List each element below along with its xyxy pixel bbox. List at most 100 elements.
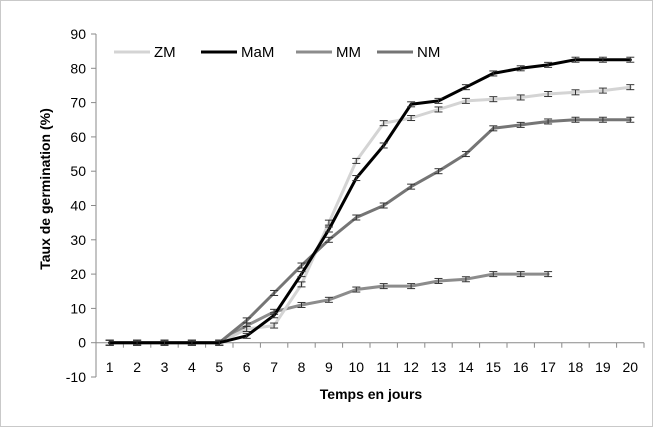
x-tick-label: 19 bbox=[595, 359, 611, 375]
data-point-mam bbox=[352, 175, 361, 182]
data-point-mam bbox=[379, 142, 388, 149]
legend-label: MM bbox=[336, 44, 361, 61]
data-point-mm bbox=[297, 301, 306, 308]
x-tick-label: 14 bbox=[458, 359, 474, 375]
data-point-zm bbox=[242, 325, 251, 332]
x-tick-label: 7 bbox=[270, 359, 278, 375]
data-point-nm bbox=[626, 116, 635, 123]
series-line-mm bbox=[108, 272, 550, 345]
series-nm bbox=[105, 116, 635, 346]
x-tick-label: 16 bbox=[513, 359, 529, 375]
x-tick-label: 20 bbox=[623, 359, 639, 375]
data-point-nm bbox=[544, 118, 553, 125]
data-point-zm bbox=[516, 94, 525, 101]
data-point-mm bbox=[544, 271, 553, 278]
data-point-zm bbox=[626, 84, 635, 91]
data-point-nm bbox=[270, 289, 279, 296]
data-point-mam bbox=[626, 56, 635, 63]
y-tick-label: 50 bbox=[70, 163, 86, 179]
data-point-mm bbox=[434, 277, 443, 284]
data-point-mam bbox=[461, 84, 470, 91]
x-tick-label: 1 bbox=[106, 359, 114, 375]
data-point-nm bbox=[461, 151, 470, 158]
x-tick-label: 2 bbox=[133, 359, 141, 375]
data-point-mm bbox=[324, 296, 333, 303]
data-point-zm bbox=[270, 322, 279, 329]
data-point-mam bbox=[187, 339, 196, 346]
data-point-mm bbox=[461, 276, 470, 283]
data-point-nm bbox=[352, 214, 361, 221]
data-point-zm bbox=[407, 115, 416, 122]
data-point-mam bbox=[133, 339, 142, 346]
data-point-mm bbox=[407, 283, 416, 290]
legend-item-mm: MM bbox=[296, 44, 361, 61]
legend-label: NM bbox=[417, 44, 440, 61]
y-tick-label: 40 bbox=[70, 198, 86, 214]
data-point-mam bbox=[571, 56, 580, 63]
data-point-nm bbox=[434, 168, 443, 175]
legend-item-zm: ZM bbox=[114, 44, 176, 61]
data-point-nm bbox=[324, 236, 333, 243]
data-point-mm bbox=[516, 271, 525, 278]
data-point-zm bbox=[352, 157, 361, 164]
y-tick-label: 10 bbox=[70, 300, 86, 316]
x-tick-label: 4 bbox=[188, 359, 196, 375]
data-point-zm bbox=[297, 281, 306, 288]
data-point-mam bbox=[434, 97, 443, 104]
data-point-nm bbox=[379, 202, 388, 209]
data-point-nm bbox=[242, 317, 251, 324]
series-mam bbox=[105, 56, 635, 346]
data-point-zm bbox=[379, 120, 388, 127]
series-line-nm bbox=[108, 118, 632, 345]
data-point-zm bbox=[461, 97, 470, 104]
data-point-zm bbox=[598, 87, 607, 94]
legend: ZM MaM MM NM bbox=[114, 44, 440, 61]
y-axis-title: Taux de germination (%) bbox=[37, 108, 53, 270]
y-tick-label: 70 bbox=[70, 95, 86, 111]
series-line-mam bbox=[108, 58, 632, 345]
data-point-nm bbox=[489, 125, 498, 132]
data-point-mam bbox=[489, 70, 498, 77]
data-point-mam bbox=[160, 339, 169, 346]
data-point-mm bbox=[352, 286, 361, 293]
y-tick-label: 80 bbox=[70, 60, 86, 76]
data-point-mm bbox=[379, 283, 388, 290]
axes bbox=[95, 34, 644, 377]
series-mm bbox=[105, 271, 553, 346]
x-tick-label: 18 bbox=[568, 359, 584, 375]
data-point-zm bbox=[489, 96, 498, 103]
x-tick-label: 12 bbox=[403, 359, 419, 375]
y-axis-ticks: -10 0 10 20 30 40 50 60 70 80 90 bbox=[66, 26, 96, 385]
x-tick-label: 6 bbox=[243, 359, 251, 375]
x-tick-label: 10 bbox=[349, 359, 365, 375]
data-point-mm bbox=[489, 271, 498, 278]
series-layer bbox=[105, 56, 635, 346]
x-axis-ticks: 1 2 3 4 5 6 7 8 9 10 11 12 13 14 15 16 17 18 19 20 bbox=[95, 342, 645, 375]
data-point-mam bbox=[270, 312, 279, 319]
y-tick-label: -10 bbox=[66, 369, 86, 385]
data-point-mam bbox=[598, 56, 607, 63]
data-point-zm bbox=[571, 89, 580, 96]
y-tick-label: 20 bbox=[70, 266, 86, 282]
x-tick-label: 13 bbox=[431, 359, 447, 375]
legend-item-nm: NM bbox=[377, 44, 440, 61]
data-point-nm bbox=[571, 116, 580, 123]
x-tick-label: 5 bbox=[215, 359, 223, 375]
data-point-zm bbox=[544, 91, 553, 98]
data-point-mam bbox=[324, 226, 333, 233]
data-point-mam bbox=[242, 332, 251, 339]
data-point-nm bbox=[407, 183, 416, 190]
data-point-mam bbox=[516, 65, 525, 72]
data-point-nm bbox=[516, 121, 525, 128]
x-tick-label: 3 bbox=[161, 359, 169, 375]
y-tick-label: 60 bbox=[70, 129, 86, 145]
data-point-mam bbox=[297, 271, 306, 278]
y-tick-label: 30 bbox=[70, 232, 86, 248]
x-tick-label: 9 bbox=[325, 359, 333, 375]
data-point-mam bbox=[215, 339, 224, 346]
data-point-nm bbox=[598, 116, 607, 123]
y-tick-label: 0 bbox=[78, 335, 86, 351]
legend-label: ZM bbox=[154, 44, 176, 61]
